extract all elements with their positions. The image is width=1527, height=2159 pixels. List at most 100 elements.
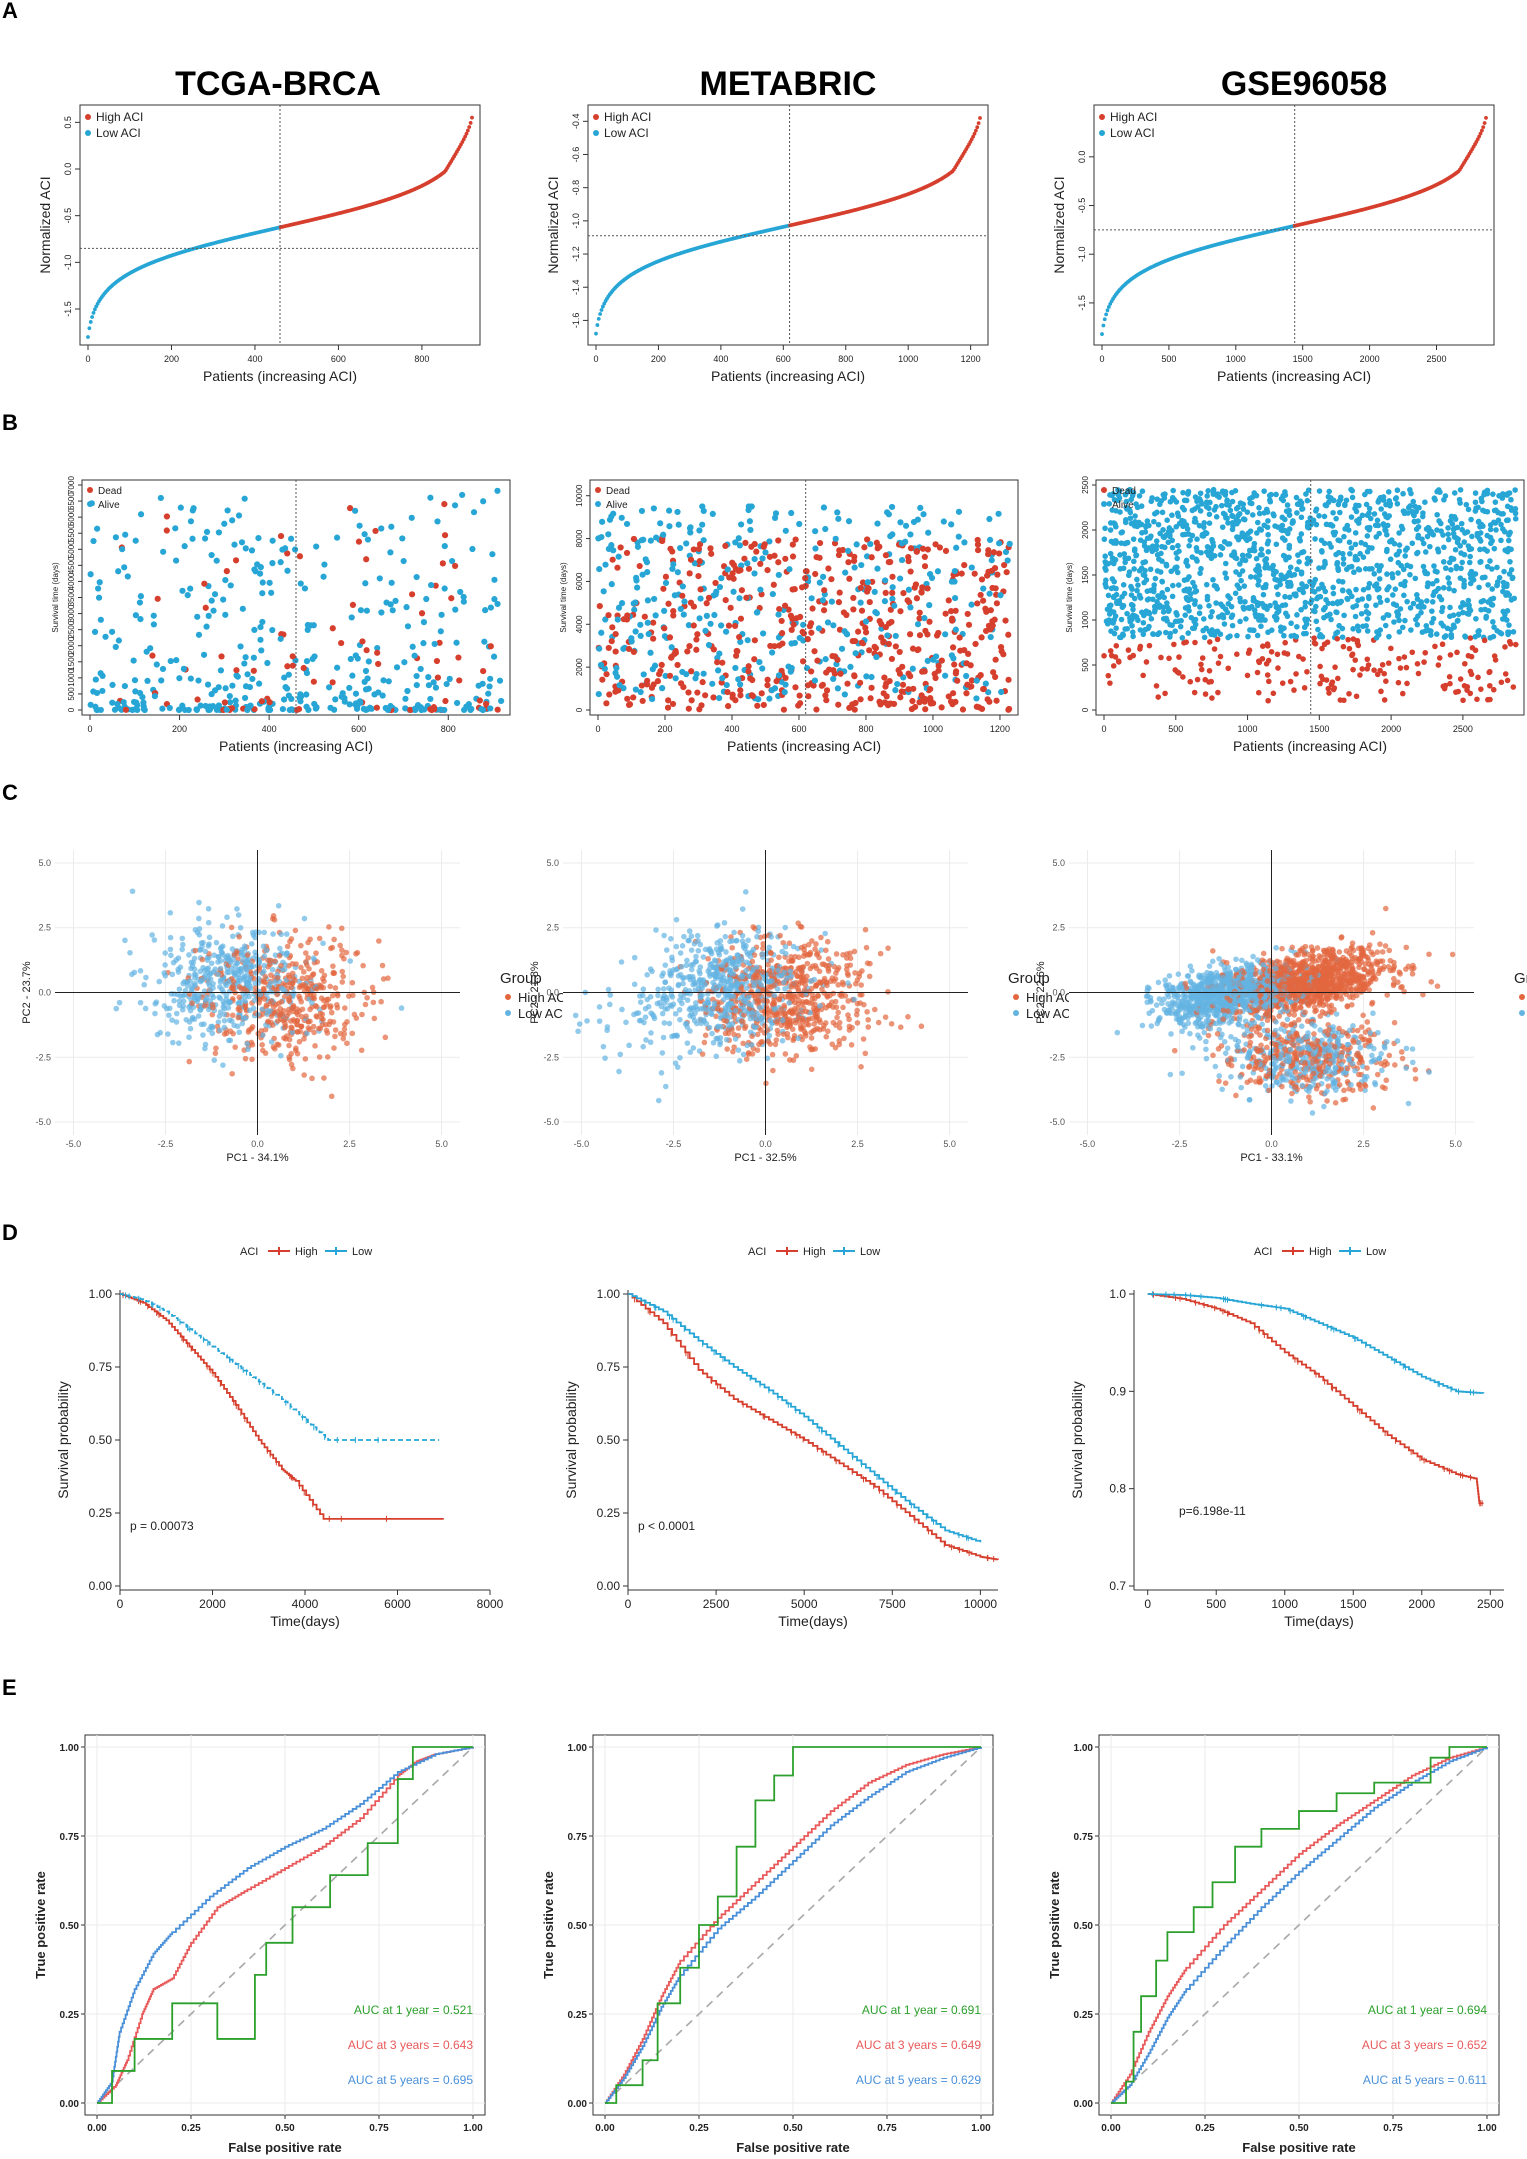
y-axis-label: PC2 - 23.7% [21,961,33,1024]
point-alive [1234,534,1240,540]
point-dead [1354,637,1361,644]
point-alive [1265,548,1272,555]
point-high [297,1028,304,1035]
y-tick-label: 6000 [575,572,584,590]
point-dead [779,640,786,647]
point-alive [1290,518,1296,524]
y-tick-label: -0.6 [571,147,581,163]
point-alive [1449,521,1456,527]
point-dead [1381,697,1388,703]
point-dead [735,567,742,575]
point-dead [455,654,462,661]
point-alive [997,592,1004,599]
point-alive [1375,585,1382,592]
point-alive [1218,601,1224,608]
point-low [199,976,206,983]
point-alive [1179,635,1186,641]
point-alive [1141,543,1148,549]
point-alive [1229,622,1236,629]
point-alive [1265,518,1271,524]
point-alive [637,621,644,628]
point-alive [1130,606,1136,613]
point-alive [830,622,837,629]
point-alive [352,690,360,697]
point-alive [97,670,104,677]
point-alive [1433,588,1439,595]
point-alive [1446,585,1452,592]
point-alive [1131,546,1138,552]
y-axis-label: Survival time (days) [51,562,60,633]
point-low [176,986,183,992]
point-alive [873,653,880,661]
point-dead [690,546,697,553]
point-alive [1354,623,1361,630]
point-alive [1152,606,1158,613]
point-alive [1491,545,1498,552]
point-alive [1298,607,1304,613]
point-low [245,979,251,986]
point-low [249,929,256,936]
point-dead [766,553,774,560]
point-dead [1001,561,1008,569]
point-alive [1433,631,1440,637]
point-alive [231,541,238,548]
point-alive [1481,508,1488,515]
point-dead [924,585,931,592]
point-alive [248,547,256,554]
y-tick-label: -1.0 [1077,246,1087,262]
point-alive [926,602,933,609]
x-tick-label: 500 [1161,354,1176,364]
point-alive [1134,576,1140,583]
point-high [378,998,384,1005]
point-alive [1312,603,1319,610]
point-alive [1394,487,1401,494]
x-tick-label: 0 [593,354,598,364]
point-dead [1379,661,1386,668]
point-alive [1226,502,1232,509]
point-alive [1116,488,1123,494]
point-dead [1311,640,1318,646]
point-high [278,999,285,1005]
point-high [1482,121,1487,125]
point-dead [834,656,841,663]
point-alive [1250,595,1257,601]
point-alive [1414,549,1421,556]
point-alive [1442,565,1449,572]
point-alive [1273,617,1280,623]
legend-marker-alive [1101,501,1107,507]
point-alive [1399,624,1406,631]
point-alive [259,590,266,597]
point-alive [1340,561,1347,567]
point-alive [229,517,236,524]
x-tick-label: 0.0 [251,1139,264,1149]
point-alive [1424,570,1431,577]
point-alive [1200,616,1207,622]
point-alive [193,706,200,713]
x-tick-label: 0 [595,724,600,734]
point-alive [1494,564,1500,571]
point-high [199,956,206,963]
point-dead [638,682,645,689]
point-dead [1326,690,1332,696]
point-alive [1350,626,1356,632]
point-alive [1496,574,1503,581]
point-dead [1158,654,1164,661]
point-low [243,972,250,979]
point-alive [1150,631,1157,638]
point-alive [1313,521,1320,528]
point-alive [284,567,291,574]
point-alive [1434,569,1440,575]
legend-label-dead: Dead [98,486,122,497]
point-alive [651,595,658,603]
point-alive [1353,586,1359,593]
point-high [339,952,345,959]
point-alive [425,682,433,689]
point-alive [1322,604,1328,611]
point-low [268,1039,275,1045]
point-high [464,131,469,136]
legend-marker-dead [595,487,601,493]
y-tick-label: -2.5 [35,1052,51,1062]
point-alive [1169,544,1176,551]
point-dead [374,649,381,656]
point-alive [1446,613,1453,620]
